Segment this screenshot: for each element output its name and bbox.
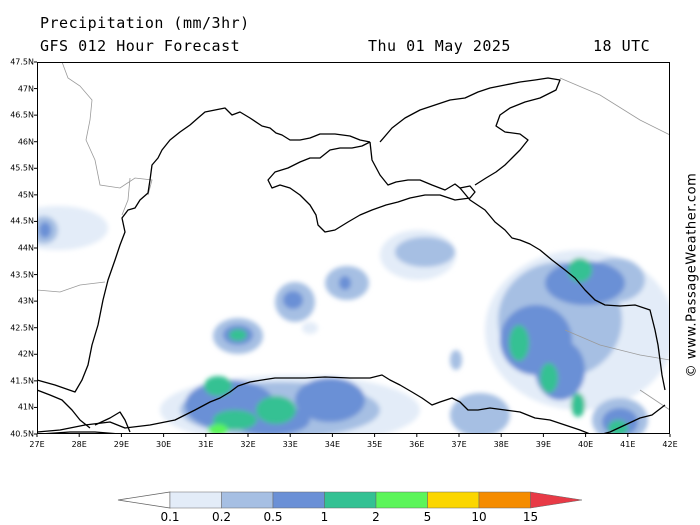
lon-tick-label: 42E <box>662 440 678 449</box>
legend-label: 0.1 <box>160 510 180 524</box>
precip-cell <box>339 276 351 290</box>
lat-tick-label: 47.5N <box>10 57 34 67</box>
lat-tick-label: 40.5N <box>10 429 34 439</box>
lat-tick-label: 47N <box>17 84 34 94</box>
precip-cell <box>568 258 592 282</box>
lon-tick-label: 39E <box>535 440 552 449</box>
precip-cell <box>395 237 455 267</box>
lat-tick-label: 44.5N <box>10 216 34 226</box>
precip-cell <box>283 291 303 309</box>
lon-tick-label: 41E <box>620 440 636 449</box>
lon-tick-label: 28E <box>71 440 87 449</box>
map-frame <box>37 62 670 434</box>
lat-tick-label: 41.5N <box>10 376 34 386</box>
precip-cell <box>208 424 228 434</box>
legend-label: 15 <box>522 510 539 524</box>
forecast-date: Thu 01 May 2025 <box>368 37 511 55</box>
legend-label: 2 <box>372 510 380 524</box>
precip-cell <box>256 396 296 424</box>
lat-tick-label: 46.5N <box>10 110 34 120</box>
lon-tick-label: 31E <box>198 440 214 449</box>
precip-cell <box>39 222 51 238</box>
lon-tick-label: 38E <box>493 440 509 449</box>
precip-cell <box>229 329 247 341</box>
lon-tick-label: 37E <box>451 440 467 449</box>
forecast-time: 18 UTC <box>593 37 651 55</box>
lat-tick-label: 46N <box>17 137 34 147</box>
precip-cell <box>571 393 585 417</box>
lon-tick-label: 35E <box>366 440 383 449</box>
precip-cell <box>545 261 625 305</box>
lon-tick-label: 32E <box>240 440 256 449</box>
lon-tick-label: 36E <box>409 440 425 449</box>
lon-tick-label: 27E <box>29 440 45 449</box>
precipitation-overlay <box>37 206 670 434</box>
precip-cell <box>295 378 365 422</box>
legend-label: 5 <box>423 510 432 524</box>
precip-cell <box>509 325 529 361</box>
lat-tick-label: 43.5N <box>10 270 34 280</box>
legend-label: 0.5 <box>263 510 283 524</box>
forecast-label: GFS 012 Hour Forecast <box>40 37 241 55</box>
lon-tick-label: 33E <box>282 440 298 449</box>
lat-tick-label: 43N <box>17 296 34 306</box>
lat-tick-label: 42.5N <box>10 323 34 333</box>
precip-cell <box>213 410 257 430</box>
lat-tick-label: 41N <box>17 402 34 412</box>
precip-cell <box>37 206 108 250</box>
country-borders <box>37 62 670 411</box>
lat-tick-label: 44N <box>17 243 34 253</box>
legend-label: 10 <box>471 510 487 524</box>
precip-cell <box>450 393 510 434</box>
precip-cell <box>302 322 318 334</box>
lon-tick-label: 34E <box>324 440 341 449</box>
precip-cell <box>540 363 558 393</box>
precip-cell <box>204 376 232 396</box>
lon-tick-label: 40E <box>577 440 594 449</box>
map-title: Precipitation (mm/3hr) <box>40 14 250 32</box>
legend-label: 1 <box>320 510 329 524</box>
lat-tick-label: 45N <box>17 190 34 200</box>
lat-tick-label: 45.5N <box>10 163 34 173</box>
precip-cell <box>450 350 462 370</box>
lat-tick-label: 42N <box>17 349 34 359</box>
lon-tick-label: 29E <box>113 440 130 449</box>
lon-tick-label: 30E <box>155 440 172 449</box>
legend-label: 0.2 <box>211 510 232 524</box>
